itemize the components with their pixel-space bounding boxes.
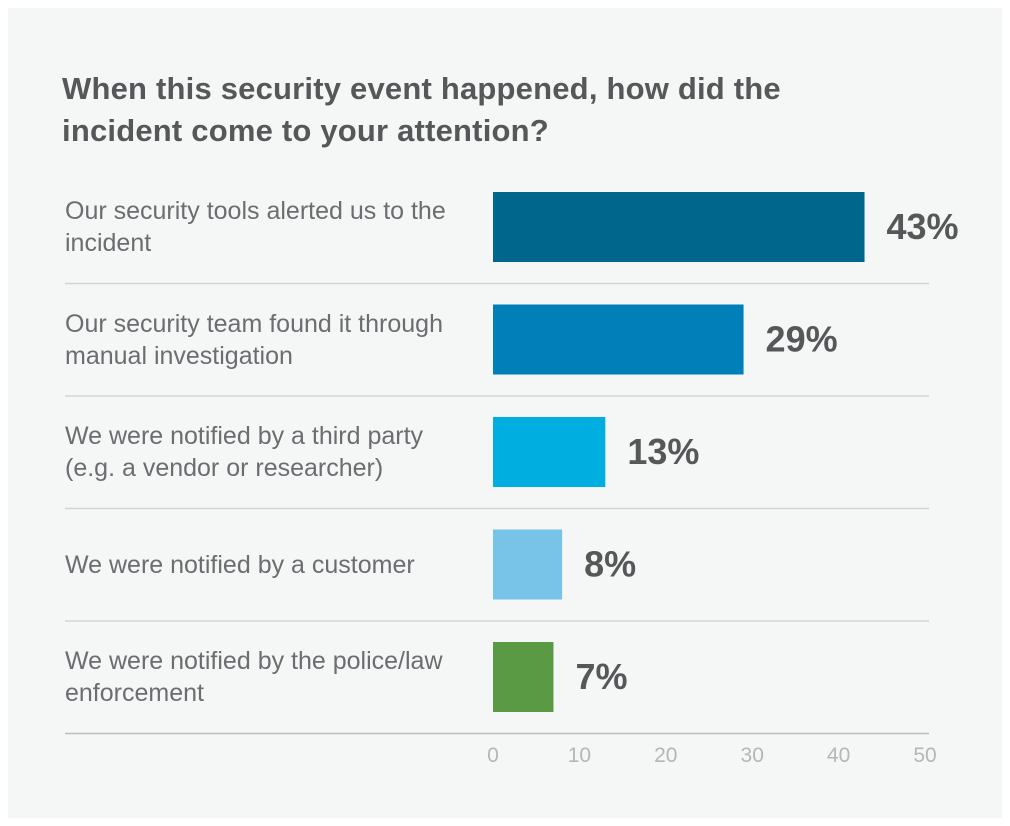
category-label-third-party: We were notified by a third party (e.g. … — [65, 422, 424, 482]
category-label-police: We were notified by the police/law enfor… — [65, 647, 443, 707]
value-labels: 43% 29% 13% 8% 7% — [575, 206, 958, 697]
x-tick-label: 0 — [487, 744, 499, 767]
x-axis: 0 10 20 30 40 50 — [487, 744, 937, 767]
bars — [493, 192, 865, 712]
x-tick-label: 40 — [827, 744, 850, 767]
x-tick-label: 50 — [913, 744, 936, 767]
value-label-tools: 43% — [887, 206, 959, 247]
chart-title: When this security event happened, how d… — [62, 71, 781, 148]
category-label-team: Our security team found it through manua… — [65, 309, 443, 370]
bar-tools — [493, 192, 865, 262]
value-label-police: 7% — [575, 656, 627, 697]
x-tick-label: 30 — [741, 744, 764, 767]
row-separators — [65, 282, 929, 735]
value-label-customer: 8% — [584, 544, 636, 585]
value-label-third-party: 13% — [627, 431, 699, 472]
category-label-customer: We were notified by a customer — [65, 550, 415, 579]
bar-customer — [493, 529, 563, 600]
x-tick-label: 20 — [654, 744, 677, 767]
x-tick-label: 10 — [568, 744, 591, 767]
bar-police — [493, 642, 554, 712]
bar-team — [493, 304, 744, 375]
value-label-team: 29% — [766, 319, 838, 360]
bar-third-party — [493, 417, 606, 487]
category-label-tools: Our security tools alerted us to the inc… — [65, 197, 446, 257]
